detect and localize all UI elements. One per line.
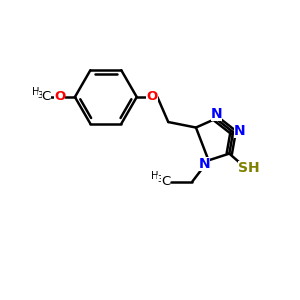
Text: O: O — [146, 91, 158, 103]
Text: 3: 3 — [157, 175, 163, 184]
Text: SH: SH — [238, 161, 259, 175]
Text: C: C — [161, 175, 170, 188]
Text: H: H — [151, 171, 159, 181]
Text: N: N — [234, 124, 245, 138]
Text: H: H — [32, 87, 39, 97]
Text: N: N — [198, 157, 210, 171]
Text: C: C — [42, 91, 51, 103]
Text: N: N — [211, 107, 222, 121]
Text: 3: 3 — [38, 91, 43, 100]
Text: O: O — [54, 91, 65, 103]
